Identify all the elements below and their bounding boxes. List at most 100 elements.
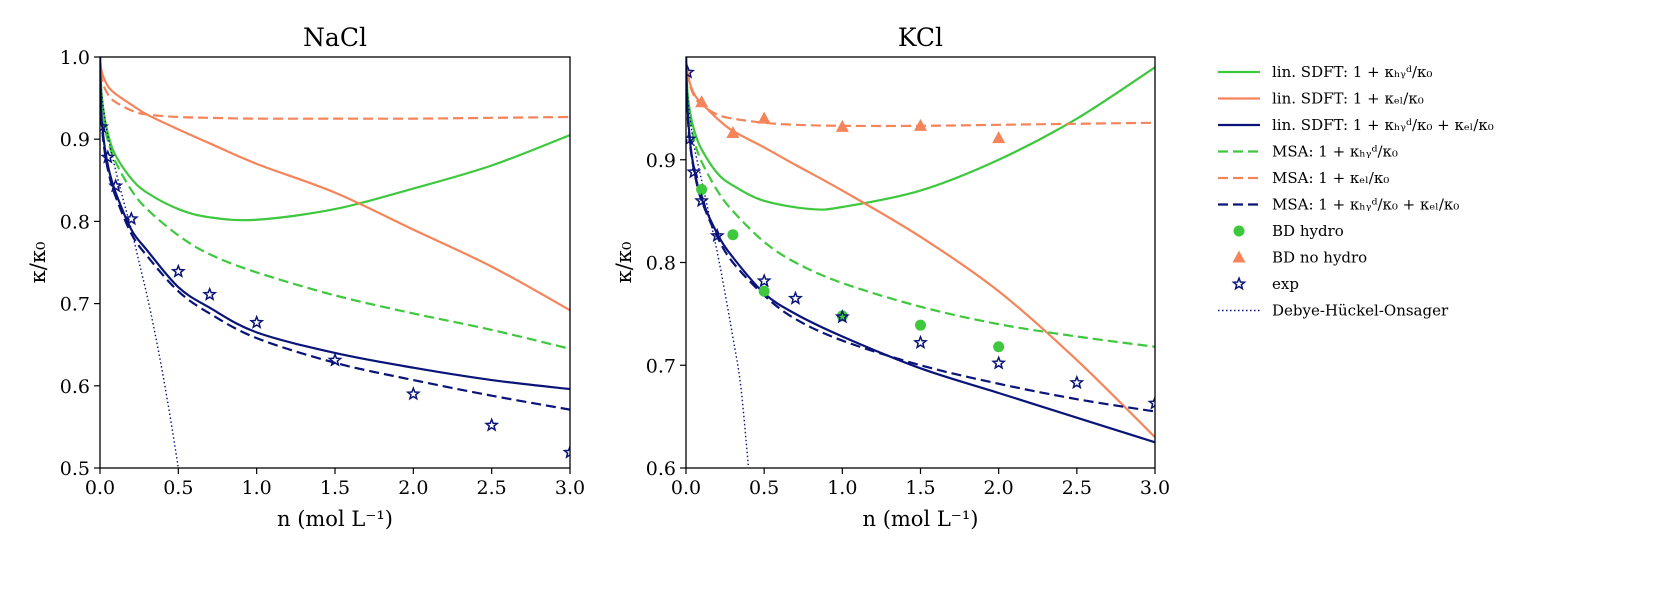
data-point-bd_hydro — [696, 184, 708, 196]
series-line-sdft_tot — [100, 57, 570, 391]
y-tick-label: 0.8 — [60, 211, 90, 233]
x-axis-label: n (mol L⁻¹) — [277, 507, 393, 531]
data-point-exp — [787, 290, 803, 305]
y-tick-label: 0.9 — [646, 150, 676, 172]
data-point-exp — [100, 149, 116, 164]
plot-area — [686, 57, 1155, 468]
nacl-panel: 0.0 0.5 1.0 1.5 2.0 2.5 3.00.50.60.70.80.91.0N… — [26, 23, 585, 531]
panel-title: NaCl — [303, 23, 367, 52]
series-line-msa_tot — [100, 57, 570, 411]
data-point-bd_nohydro — [914, 118, 927, 131]
data-point-bd_hydro — [915, 319, 926, 331]
data-point-exp — [484, 417, 500, 432]
series-line-dho — [686, 57, 750, 468]
x-tick-label: 3.0 — [555, 477, 585, 499]
legend-entry-msa_hyd: MSA: 1 + κₕᵧᵈ/κ₀ — [1218, 143, 1398, 161]
series-line-msa_hyd — [100, 57, 570, 350]
series-line-msa_hyd — [686, 57, 1155, 348]
series-line-msa_el — [100, 57, 570, 120]
data-point-exp — [913, 334, 928, 350]
series-line-sdft_el — [100, 57, 570, 312]
data-point-exp — [686, 131, 697, 146]
y-tick-label: 0.7 — [646, 355, 676, 377]
data-point-exp — [709, 227, 725, 243]
x-tick-label: 0.5 — [163, 477, 193, 499]
legend-entry-exp: exp — [1231, 275, 1299, 293]
data-point-exp — [123, 211, 139, 226]
x-tick-label: 1.0 — [242, 477, 272, 499]
data-point-bd_nohydro — [695, 95, 709, 108]
plot-area — [100, 57, 570, 468]
legend-label: exp — [1272, 275, 1299, 293]
legend-entry-msa_el: MSA: 1 + κₑₗ/κ₀ — [1218, 169, 1389, 187]
data-point-bd_nohydro — [757, 111, 771, 124]
data-point-bd_nohydro — [992, 131, 1006, 144]
legend-swatch — [1233, 225, 1245, 237]
data-point-exp — [170, 263, 186, 278]
y-tick-label: 0.7 — [60, 294, 90, 316]
x-tick-label: 1.5 — [905, 477, 935, 499]
panel-title: KCl — [898, 23, 943, 52]
legend-label: BD no hydro — [1272, 249, 1367, 267]
series-line-msa_tot — [686, 57, 1155, 413]
data-point-exp — [1069, 374, 1085, 390]
y-tick-label: 0.5 — [60, 458, 90, 480]
legend-entry-bd_hydro: BD hydro — [1233, 222, 1344, 240]
legend-label: lin. SDFT: 1 + κₑₗ/κ₀ — [1272, 90, 1424, 108]
x-tick-label: 2.0 — [984, 477, 1014, 499]
y-tick-label: 0.8 — [646, 253, 676, 275]
legend-label: MSA: 1 + κₕᵧᵈ/κ₀ + κₑₗ/κ₀ — [1272, 196, 1459, 214]
series-line-dho — [100, 57, 180, 468]
series-line-sdft_hyd — [686, 57, 1155, 211]
y-axis-label: κ/κ₀ — [612, 242, 636, 284]
data-point-exp — [108, 178, 124, 193]
data-point-bd_hydro — [993, 341, 1005, 353]
x-tick-label: 2.5 — [1062, 477, 1092, 499]
x-tick-label: 3.0 — [1140, 477, 1170, 499]
legend-entry-msa_tot: MSA: 1 + κₕᵧᵈ/κ₀ + κₑₗ/κ₀ — [1218, 196, 1459, 214]
data-point-bd_nohydro — [835, 119, 849, 132]
legend-label: MSA: 1 + κₑₗ/κ₀ — [1272, 169, 1389, 187]
axes-frame — [685, 56, 1156, 469]
legend-swatch — [1232, 250, 1246, 263]
legend-label: BD hydro — [1272, 222, 1344, 240]
x-tick-label: 1.0 — [827, 477, 857, 499]
data-point-exp — [686, 64, 696, 79]
x-tick-label: 0.0 — [671, 477, 701, 499]
legend-entry-bd_nohydro: BD no hydro — [1232, 249, 1367, 267]
data-point-exp — [1147, 395, 1155, 410]
y-axis-label: κ/κ₀ — [26, 242, 50, 284]
legend: lin. SDFT: 1 + κₕᵧᵈ/κ₀ lin. SDFT: 1 + κₑₗ… — [1218, 63, 1494, 320]
data-point-exp — [694, 192, 710, 208]
y-tick-label: 0.9 — [60, 129, 90, 151]
x-tick-label: 2.0 — [398, 477, 428, 499]
data-point-exp — [756, 273, 772, 288]
data-point-bd_nohydro — [726, 126, 740, 139]
data-point-exp — [202, 286, 218, 301]
data-point-exp — [686, 164, 702, 179]
legend-entry-sdft_tot: lin. SDFT: 1 + κₕᵧᵈ/κ₀ + κₑₗ/κ₀ — [1218, 116, 1494, 134]
data-point-bd_hydro — [758, 285, 770, 297]
legend-label: lin. SDFT: 1 + κₕᵧᵈ/κ₀ + κₑₗ/κ₀ — [1272, 116, 1494, 134]
series-line-msa_el — [686, 57, 1155, 128]
legend-label: lin. SDFT: 1 + κₕᵧᵈ/κ₀ — [1272, 63, 1432, 81]
data-point-exp — [562, 444, 570, 459]
x-axis-label: n (mol L⁻¹) — [863, 507, 979, 531]
x-tick-label: 2.5 — [477, 477, 507, 499]
data-point-exp — [327, 352, 343, 367]
data-point-bd_hydro — [727, 229, 739, 241]
legend-entry-sdft_hyd: lin. SDFT: 1 + κₕᵧᵈ/κ₀ — [1218, 63, 1432, 81]
legend-swatch — [1231, 276, 1247, 291]
data-point-exp — [249, 314, 265, 329]
y-tick-label: 0.6 — [646, 458, 676, 480]
x-tick-label: 0.5 — [749, 477, 779, 499]
y-tick-label: 0.6 — [60, 376, 90, 398]
x-tick-label: 0.0 — [85, 477, 115, 499]
legend-entry-dho: Debye-Hückel-Onsager — [1218, 302, 1449, 320]
legend-label: MSA: 1 + κₕᵧᵈ/κ₀ — [1272, 143, 1398, 161]
legend-label: Debye-Hückel-Onsager — [1272, 302, 1449, 320]
y-tick-label: 1.0 — [60, 47, 90, 69]
data-point-exp — [100, 119, 110, 134]
x-tick-label: 1.5 — [320, 477, 350, 499]
series-line-sdft_hyd — [100, 57, 570, 222]
